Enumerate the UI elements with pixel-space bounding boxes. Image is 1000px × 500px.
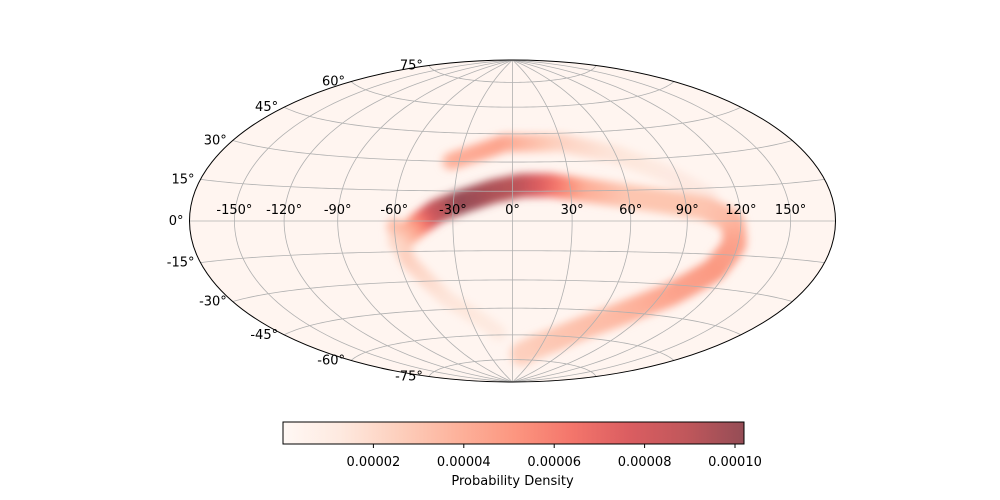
longitude-tick-label: -90° [324,203,352,218]
colorbar-tick-label: 0.00006 [527,455,581,470]
density-ridge [386,133,747,367]
latitude-tick-label: 0° [169,214,184,229]
longitude-tick-label: 90° [676,203,699,218]
latitude-tick-label: 45° [255,100,278,115]
latitude-tick-label: 60° [322,75,345,90]
parallel-line [200,250,825,264]
latitude-tick-label: 75° [400,59,423,74]
colorbar-tick-label: 0.00004 [437,455,491,470]
colorbar-tick-label: 0.00008 [618,455,672,470]
longitude-tick-label: -60° [380,203,408,218]
longitude-tick-label: 0° [505,203,520,218]
parallel-line [350,334,675,361]
longitude-tick-label: 60° [619,203,642,218]
colorbar: 0.00002 0.00004 0.00006 0.00008 0.00010 Prob… [282,421,762,489]
longitude-tick-label: 120° [725,203,756,218]
longitude-tick-label: -120° [266,203,302,218]
parallel-line [350,81,675,108]
density-layer [386,133,747,367]
latitude-tick-label: -15° [167,256,195,271]
longitude-tick-label: 30° [561,203,584,218]
parallel-line [428,359,597,377]
graticule [189,60,836,382]
colorbar-fill [283,422,744,444]
parallel-line [200,178,825,192]
latitude-tick-label: 15° [171,172,194,187]
latitude-tick-label: 30° [204,134,227,149]
parallel-line [232,140,793,163]
colorbar-tick-label: 0.00002 [347,455,401,470]
latitude-tick-label: -45° [250,328,278,343]
latitude-tick-label: -75° [395,370,423,385]
parallel-line [428,65,597,83]
parallel-line [232,279,793,302]
longitude-tick-label: -150° [216,203,252,218]
colorbar-tick-label: 0.00010 [708,455,762,470]
longitude-tick-labels: -150° -120° -90° -60° -30° 0° 30° 60° 90° 120° 150… [216,203,806,218]
map-border [189,59,836,383]
colorbar-ticks: 0.00002 0.00004 0.00006 0.00008 0.00010 [347,444,762,470]
colorbar-label: Probability Density [451,474,574,489]
parallel-line [283,307,742,336]
density-sample [515,348,528,361]
latitude-tick-label: -60° [317,353,345,368]
colorbar-frame [282,421,745,445]
density-sample [491,325,508,342]
latitude-tick-labels: 75° 60° 45° 30° 15° 0° -15° -30° -45° -60° -75° [167,59,423,385]
latitude-tick-label: -30° [199,295,227,310]
longitude-tick-label: -30° [439,203,467,218]
longitude-tick-label: 150° [775,203,806,218]
parallel-line [283,106,742,135]
